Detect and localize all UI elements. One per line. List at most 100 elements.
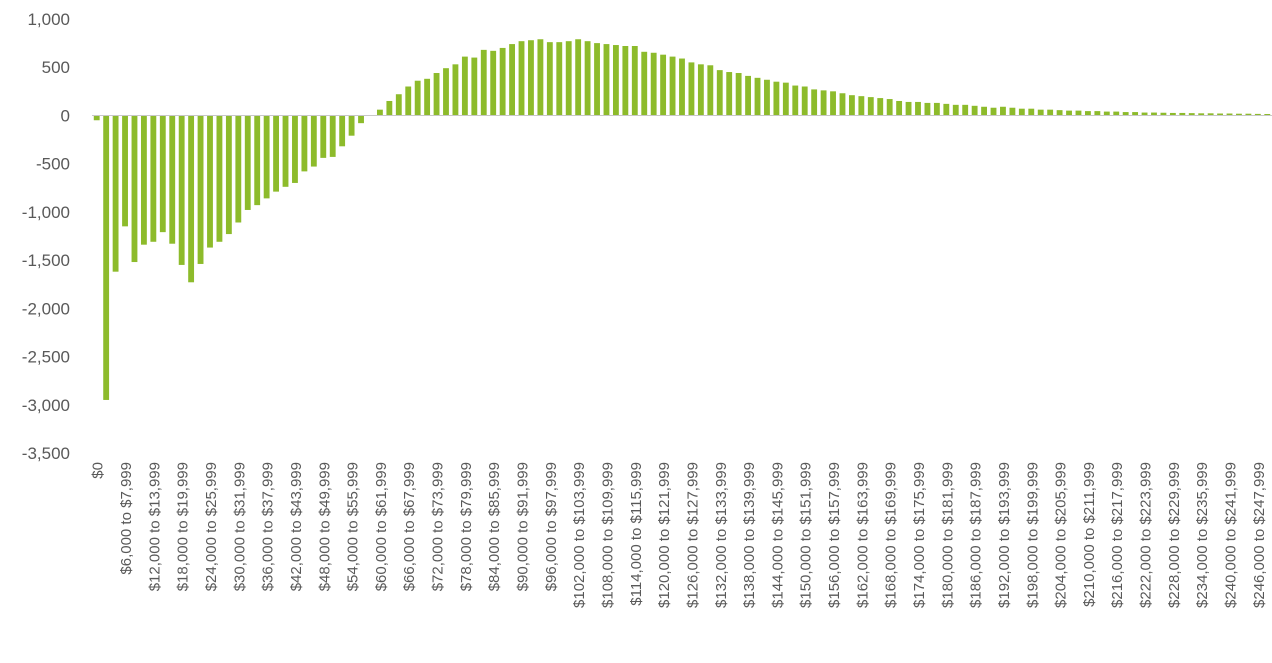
bar (376, 109, 383, 116)
bar (933, 102, 940, 116)
bar (292, 115, 298, 183)
bar (528, 40, 534, 116)
bar (622, 46, 629, 116)
bar (981, 106, 987, 116)
bar (669, 56, 676, 116)
bar (395, 94, 402, 116)
bar (1132, 112, 1139, 116)
y-tick-label: 1,000 (27, 10, 70, 29)
bar (122, 115, 128, 227)
bar (688, 62, 695, 116)
bar (546, 42, 553, 116)
bar (792, 85, 799, 116)
bar (603, 44, 610, 116)
bar (612, 45, 619, 116)
bar (1236, 113, 1242, 116)
bar (103, 115, 110, 400)
bar (131, 115, 138, 263)
bar (1245, 113, 1252, 116)
x-tick-label: $48,000 to $49,999 (316, 462, 333, 591)
bar (631, 46, 638, 116)
bar (905, 101, 912, 116)
x-tick-label: $240,000 to $241,999 (1223, 462, 1240, 608)
x-tick-label: $204,000 to $205,999 (1053, 462, 1070, 608)
bar (716, 70, 723, 116)
bar (1075, 110, 1082, 116)
x-tick-label: $174,000 to $175,999 (911, 462, 928, 608)
bar (1160, 112, 1167, 116)
bar (924, 102, 931, 116)
bar (801, 86, 808, 116)
x-tick-label: $36,000 to $37,999 (260, 462, 277, 591)
bar (1047, 109, 1054, 116)
bar (452, 64, 459, 116)
bar (282, 115, 289, 187)
x-tick-label: $126,000 to $127,999 (684, 462, 701, 608)
bar (650, 52, 657, 116)
x-tick-label: $108,000 to $109,999 (599, 462, 616, 608)
bar (358, 115, 364, 124)
x-tick-label: $210,000 to $211,999 (1081, 462, 1098, 607)
bar (971, 105, 978, 116)
x-tick-label: $90,000 to $91,999 (515, 462, 532, 591)
bar (594, 43, 600, 116)
bar (235, 115, 242, 223)
bar (867, 97, 874, 116)
bar (1254, 113, 1261, 116)
bar (1122, 112, 1129, 116)
x-tick-label: $120,000 to $121,999 (656, 462, 673, 608)
x-tick-label: $6,000 to $7,999 (118, 462, 135, 575)
bar (1028, 108, 1035, 116)
x-tick-label: $156,000 to $157,999 (826, 462, 843, 608)
x-tick-label: $114,000 to $115,999 (628, 462, 645, 606)
x-tick-label: $138,000 to $139,999 (741, 462, 758, 608)
x-axis-tick-labels: $0 $6,000 to $7,999 $12,000 to $13,999 $18,… (90, 462, 1268, 608)
bar (1217, 113, 1223, 116)
bar (830, 91, 836, 116)
y-tick-label: 500 (42, 58, 70, 77)
x-tick-label: $24,000 to $25,999 (203, 462, 220, 591)
bar (339, 115, 346, 147)
x-tick-label: $96,000 to $97,999 (543, 462, 560, 591)
bar (1207, 113, 1214, 116)
bar (414, 80, 421, 116)
x-tick-label: $222,000 to $223,999 (1138, 462, 1155, 608)
bar (490, 50, 497, 116)
bar (310, 115, 317, 167)
y-tick-label: -3,000 (22, 396, 70, 415)
x-tick-label: $234,000 to $235,999 (1194, 462, 1211, 608)
x-tick-label: $72,000 to $73,999 (430, 462, 447, 591)
bar (244, 115, 251, 210)
bar (112, 115, 119, 272)
bar (584, 41, 591, 116)
bar (1264, 114, 1271, 116)
bar (754, 77, 761, 116)
bar (1169, 112, 1176, 116)
bar (93, 115, 100, 121)
x-tick-label: $54,000 to $55,999 (345, 462, 362, 591)
bar (443, 68, 449, 116)
bar (811, 89, 818, 116)
bar (225, 115, 232, 235)
x-tick-label: $102,000 to $103,999 (571, 462, 588, 608)
x-tick-label: $18,000 to $19,999 (175, 462, 192, 591)
y-tick-label: -500 (36, 155, 70, 174)
bar (660, 54, 667, 116)
bar (1009, 107, 1016, 116)
bar (348, 115, 355, 136)
bar (697, 64, 704, 116)
x-tick-label: $180,000 to $181,999 (939, 462, 956, 608)
bar (405, 86, 412, 116)
bar (886, 99, 893, 116)
x-tick-label: $192,000 to $193,999 (996, 462, 1013, 608)
bar (679, 58, 685, 116)
bar (140, 115, 147, 245)
bar (782, 82, 789, 116)
x-tick-label: $150,000 to $151,999 (798, 462, 815, 608)
x-tick-label: $132,000 to $133,999 (713, 462, 730, 608)
bar (433, 73, 440, 116)
bar (877, 98, 884, 116)
bar (962, 104, 969, 116)
bar (820, 90, 827, 116)
